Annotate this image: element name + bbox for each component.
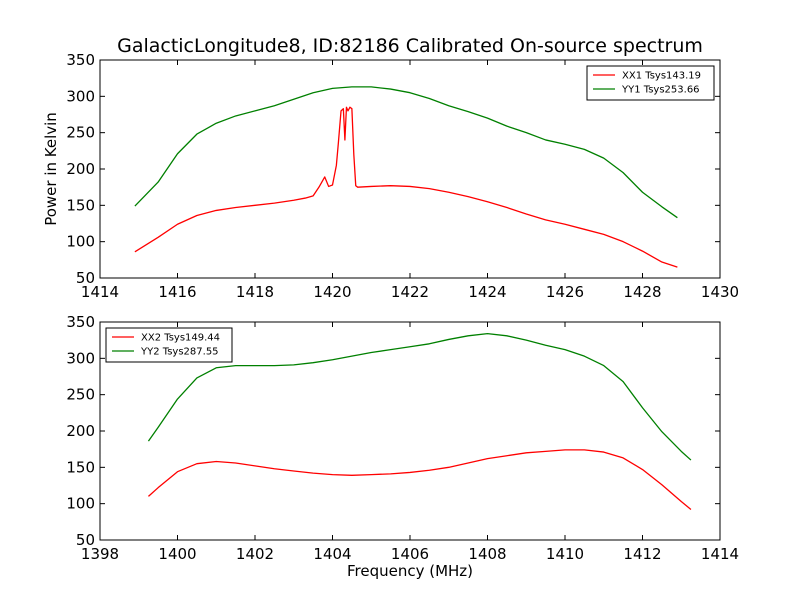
x-tick-label: 1416 — [158, 283, 196, 301]
x-tick-label: 1412 — [623, 545, 661, 563]
series-line-2-2 — [147, 332, 692, 461]
series-line-1-1 — [134, 106, 678, 268]
x-tick-label: 1402 — [236, 545, 274, 563]
legend-entry: YY2 Tsys287.55 — [140, 347, 219, 358]
x-tick-label: 1414 — [81, 283, 119, 301]
legend-entry: YY1 Tsys253.66 — [621, 85, 700, 96]
y-tick-label: 200 — [66, 160, 95, 178]
y-tick-label: 150 — [66, 458, 95, 476]
legend-entry: XX1 Tsys143.19 — [622, 71, 701, 82]
y-tick-label: 350 — [66, 313, 95, 331]
y-axis-label: Power in Kelvin — [42, 112, 60, 226]
x-tick-label: 1414 — [701, 545, 739, 563]
x-tick-label: 1404 — [313, 545, 351, 563]
x-tick-label: 1408 — [468, 545, 506, 563]
y-tick-label: 150 — [66, 196, 95, 214]
legend-box — [105, 327, 233, 363]
x-tick-label: 1424 — [468, 283, 506, 301]
x-tick-label: 1400 — [158, 545, 196, 563]
y-tick-label: 50 — [76, 531, 95, 549]
subplot-2: 1398 1400 1402 1404 1406 1408 1410 1412 1414 50 10… — [66, 313, 739, 580]
x-tick-label: 1426 — [546, 283, 584, 301]
y-tick-label: 300 — [66, 349, 95, 367]
y-tick-label: 50 — [76, 269, 95, 287]
legend: XX1 Tsys143.19 YY1 Tsys253.66 — [586, 65, 715, 101]
y-tick-label: 100 — [66, 495, 95, 513]
x-axis-label: Frequency (MHz) — [347, 562, 473, 580]
y-tick-label: 200 — [66, 422, 95, 440]
legend: XX2 Tsys149.44 YY2 Tsys287.55 — [105, 327, 233, 363]
series-line-1-2 — [134, 86, 678, 219]
x-tick-label: 1398 — [81, 545, 119, 563]
y-tick-label: 350 — [66, 51, 95, 69]
y-tick-label: 300 — [66, 87, 95, 105]
x-tick-label: 1422 — [391, 283, 429, 301]
y-tick-label: 100 — [66, 233, 95, 251]
y-tick-label: 250 — [66, 124, 95, 142]
subplot-1: 1414 1416 1418 1420 1422 1424 1426 1428 1430 50 10… — [42, 35, 739, 301]
x-tick-label: 1428 — [623, 283, 661, 301]
x-tick-label: 1410 — [546, 545, 584, 563]
x-tick-label: 1406 — [391, 545, 429, 563]
x-tick-label: 1418 — [236, 283, 274, 301]
x-tick-label: 1420 — [313, 283, 351, 301]
x-tick-label: 1430 — [701, 283, 739, 301]
chart-title: GalacticLongitude8, ID:82186 Calibrated … — [117, 35, 703, 57]
y-tick-label: 250 — [66, 386, 95, 404]
legend-box — [586, 65, 715, 101]
legend-entry: XX2 Tsys149.44 — [141, 333, 220, 344]
series-line-2-1 — [148, 449, 692, 510]
